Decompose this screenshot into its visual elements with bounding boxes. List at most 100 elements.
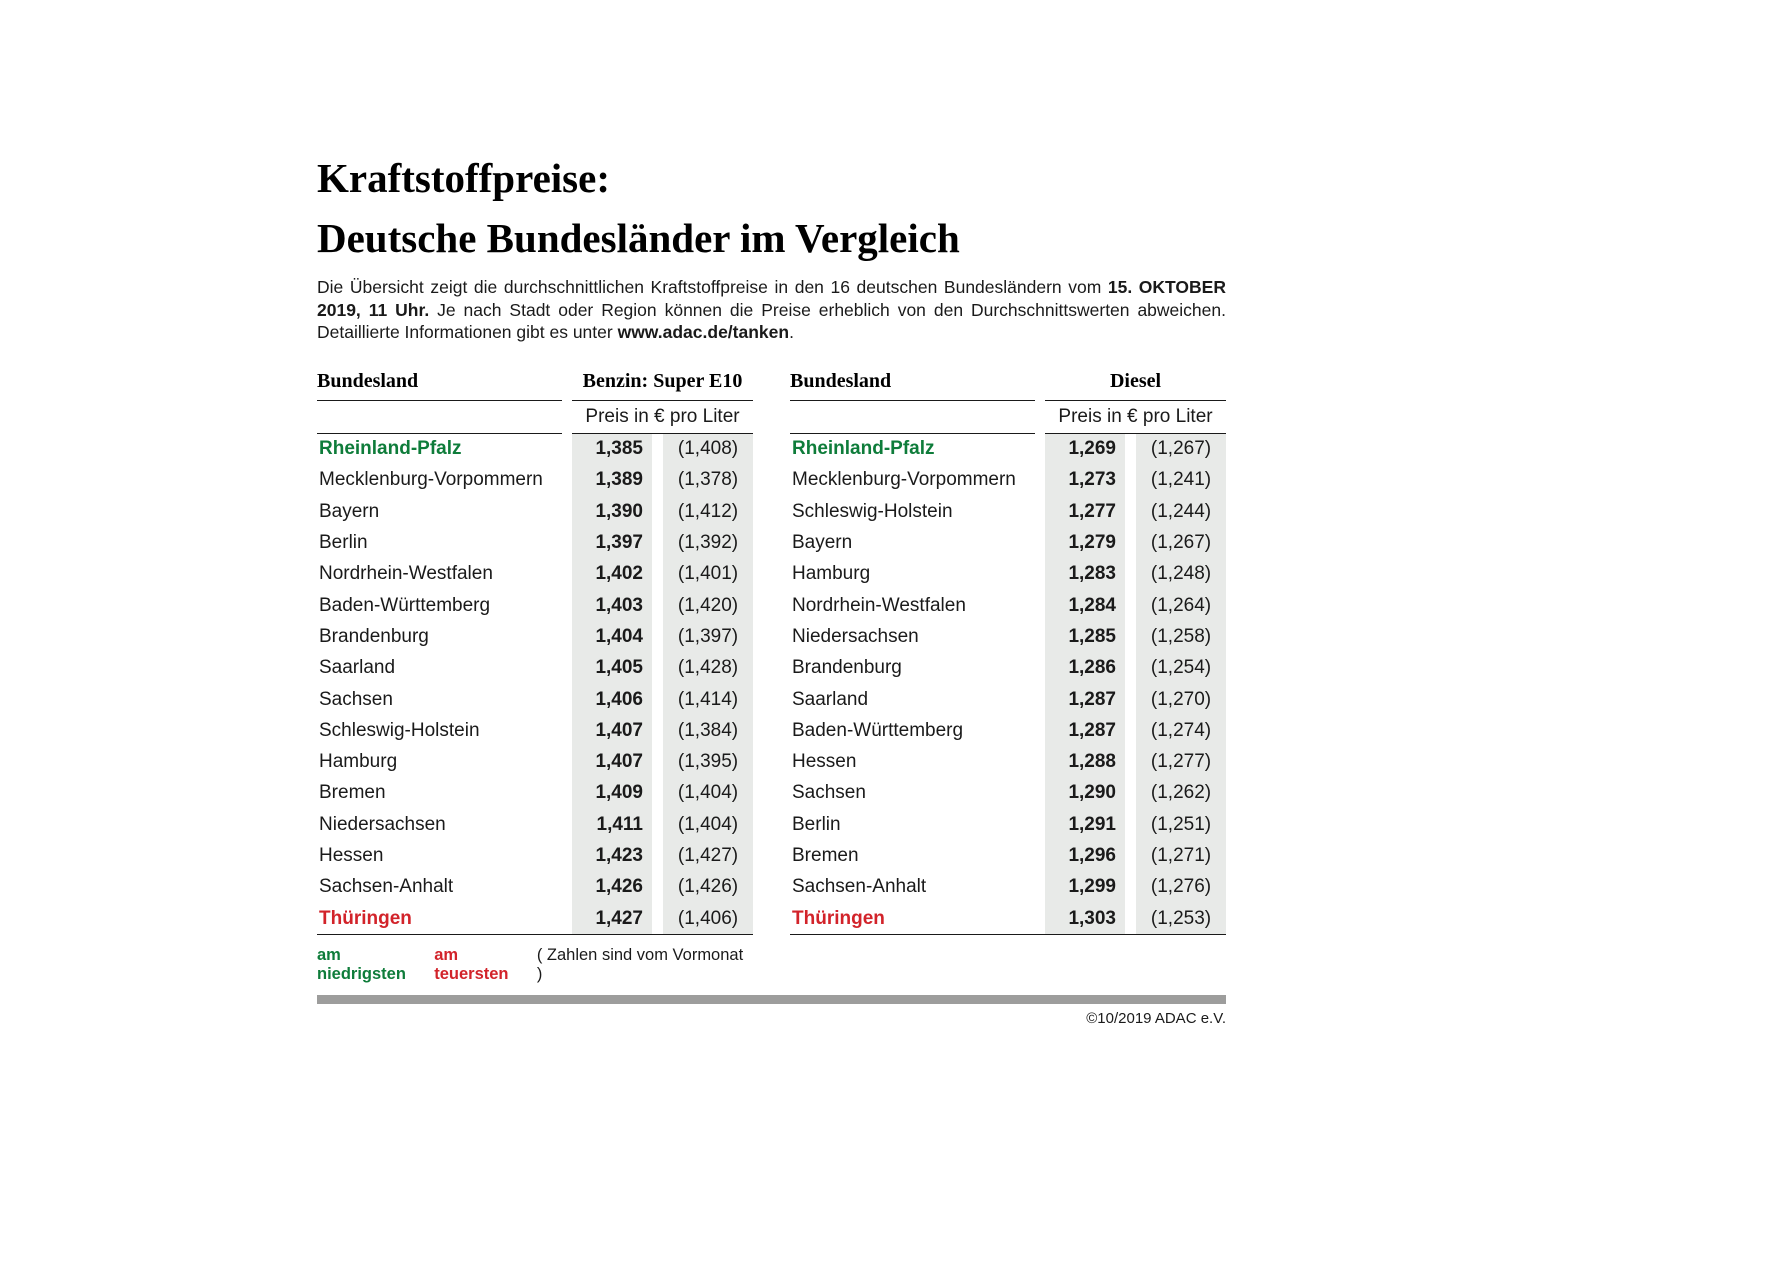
price-previous: (1,253) bbox=[1136, 902, 1226, 935]
price-current: 1,407 bbox=[572, 746, 652, 778]
bundesland-name: Sachsen-Anhalt bbox=[319, 876, 454, 898]
bundesland-name: Rheinland-Pfalz bbox=[792, 438, 935, 460]
legend-note: ( Zahlen sind vom Vormonat ) bbox=[536, 946, 744, 984]
bundesland-name: Mecklenburg-Vorpommern bbox=[792, 469, 1016, 491]
price-previous: (1,397) bbox=[663, 621, 753, 653]
column-gap bbox=[1125, 590, 1136, 621]
column-gap bbox=[652, 746, 663, 777]
page-title-line1: Kraftstoffpreise: bbox=[317, 155, 610, 201]
intro-url: www.adac.de/tanken bbox=[617, 322, 790, 342]
column-gap bbox=[652, 465, 663, 496]
price-previous: (1,426) bbox=[663, 871, 753, 903]
table-row: Hamburg 1,407 (1,395) bbox=[317, 746, 753, 778]
price-current: 1,423 bbox=[572, 840, 652, 872]
table-row: Saarland 1,287 (1,270) bbox=[790, 683, 1226, 716]
subheader-spacer bbox=[790, 401, 1035, 434]
column-gap bbox=[1125, 653, 1136, 684]
table-row: Baden-Württemberg 1,287 (1,274) bbox=[790, 715, 1226, 747]
table-row: Hessen 1,288 (1,277) bbox=[790, 746, 1226, 778]
divider-bar bbox=[317, 995, 1226, 1005]
price-current: 1,411 bbox=[572, 809, 652, 841]
page-title-line2: Deutsche Bundesländer im Vergleich bbox=[317, 215, 960, 261]
column-gap bbox=[652, 559, 663, 590]
price-current: 1,291 bbox=[1045, 809, 1125, 841]
column-gap bbox=[652, 809, 663, 840]
column-header-diesel: Diesel bbox=[1045, 370, 1226, 401]
column-gap bbox=[1125, 559, 1136, 590]
table-row: Sachsen 1,406 (1,414) bbox=[317, 683, 753, 716]
price-unit-header: Preis in € pro Liter bbox=[1045, 406, 1226, 434]
price-previous: (1,244) bbox=[1136, 496, 1226, 528]
price-previous: (1,404) bbox=[663, 777, 753, 810]
table-row: Bayern 1,390 (1,412) bbox=[317, 496, 753, 528]
column-gap bbox=[1125, 746, 1136, 777]
price-previous: (1,276) bbox=[1136, 871, 1226, 903]
legend-lowest-label: am niedrigsten bbox=[317, 946, 406, 984]
column-gap bbox=[652, 684, 663, 715]
price-previous: (1,428) bbox=[663, 652, 753, 684]
bundesland-name: Sachsen bbox=[319, 688, 393, 710]
price-previous: (1,401) bbox=[663, 558, 753, 590]
table-row: Niedersachsen 1,285 (1,258) bbox=[790, 621, 1226, 653]
bundesland-name: Mecklenburg-Vorpommern bbox=[319, 469, 543, 491]
benzin-table-body: Rheinland-Pfalz 1,385 (1,408) Mecklenburg-V… bbox=[317, 433, 753, 936]
price-current: 1,287 bbox=[1045, 715, 1125, 747]
table-row: Saarland 1,405 (1,428) bbox=[317, 652, 753, 684]
price-previous: (1,412) bbox=[663, 496, 753, 528]
diesel-table: Bundesland Diesel Preis in € pro Liter R… bbox=[790, 370, 1226, 936]
bundesland-name: Sachsen bbox=[792, 782, 866, 804]
price-previous: (1,251) bbox=[1136, 809, 1226, 841]
column-gap bbox=[652, 590, 663, 621]
price-current: 1,290 bbox=[1045, 777, 1125, 810]
price-previous: (1,241) bbox=[1136, 464, 1226, 497]
column-gap bbox=[652, 496, 663, 527]
bundesland-name: Brandenburg bbox=[792, 657, 902, 679]
price-previous: (1,271) bbox=[1136, 840, 1226, 872]
price-current: 1,299 bbox=[1045, 871, 1125, 903]
price-current: 1,404 bbox=[572, 621, 652, 653]
intro-text: Die Übersicht zeigt die durchschnittlich… bbox=[317, 276, 1226, 344]
table-row: Berlin 1,291 (1,251) bbox=[790, 809, 1226, 841]
column-gap bbox=[652, 621, 663, 652]
column-gap bbox=[1125, 465, 1136, 496]
table-row: Brandenburg 1,286 (1,254) bbox=[790, 652, 1226, 684]
price-current: 1,389 bbox=[572, 464, 652, 497]
price-previous: (1,270) bbox=[1136, 683, 1226, 716]
bundesland-name: Niedersachsen bbox=[792, 625, 919, 647]
table-row: Nordrhein-Westfalen 1,284 (1,264) bbox=[790, 589, 1226, 622]
table-row: Sachsen-Anhalt 1,299 (1,276) bbox=[790, 871, 1226, 903]
bundesland-name: Berlin bbox=[319, 532, 368, 554]
price-current: 1,296 bbox=[1045, 840, 1125, 872]
table-row: Hamburg 1,283 (1,248) bbox=[790, 558, 1226, 590]
bundesland-name: Saarland bbox=[319, 657, 396, 679]
price-previous: (1,277) bbox=[1136, 746, 1226, 778]
price-current: 1,397 bbox=[572, 527, 652, 559]
price-current: 1,283 bbox=[1045, 558, 1125, 590]
price-current: 1,287 bbox=[1045, 683, 1125, 716]
table-row: Brandenburg 1,404 (1,397) bbox=[317, 621, 753, 653]
price-current: 1,288 bbox=[1045, 746, 1125, 778]
price-previous: (1,267) bbox=[1136, 527, 1226, 559]
price-previous: (1,378) bbox=[663, 464, 753, 497]
legend-highest-label: am teuersten bbox=[434, 946, 509, 984]
price-previous: (1,414) bbox=[663, 683, 753, 716]
benzin-table-header: Bundesland Benzin: Super E10 bbox=[317, 370, 753, 401]
column-gap bbox=[652, 527, 663, 558]
price-current: 1,303 bbox=[1045, 902, 1125, 935]
table-row: Rheinland-Pfalz 1,269 (1,267) bbox=[790, 433, 1226, 465]
fuel-price-infographic: Kraftstoffpreise: Deutsche Bundesländer … bbox=[317, 148, 1226, 1027]
column-gap bbox=[1125, 684, 1136, 715]
intro-segment: . bbox=[789, 322, 794, 342]
benzin-table: Bundesland Benzin: Super E10 Preis in € … bbox=[317, 370, 753, 936]
bundesland-name: Bayern bbox=[319, 500, 380, 522]
diesel-table-header: Bundesland Diesel bbox=[790, 370, 1226, 401]
bundesland-name: Brandenburg bbox=[319, 625, 429, 647]
bundesland-name: Sachsen-Anhalt bbox=[792, 876, 927, 898]
table-row: Berlin 1,397 (1,392) bbox=[317, 527, 753, 559]
column-gap bbox=[652, 872, 663, 903]
table-row: Baden-Württemberg 1,403 (1,420) bbox=[317, 589, 753, 622]
bundesland-name: Schleswig-Holstein bbox=[319, 719, 480, 741]
column-gap bbox=[1125, 621, 1136, 652]
price-current: 1,284 bbox=[1045, 589, 1125, 622]
table-row: Nordrhein-Westfalen 1,402 (1,401) bbox=[317, 558, 753, 590]
